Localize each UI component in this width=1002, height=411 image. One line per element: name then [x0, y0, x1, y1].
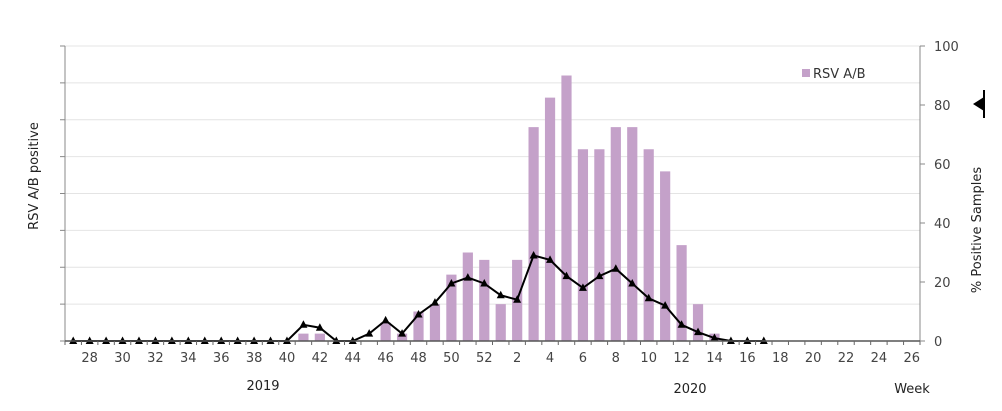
year-label-2020: 2020: [673, 382, 706, 397]
line-point-week-1: [496, 290, 505, 299]
x-tick-label: 6: [579, 351, 587, 366]
y-right-tick-label: 20: [934, 276, 951, 291]
line-point-week-11: [661, 301, 670, 309]
bar-week-10: [643, 149, 654, 341]
x-tick-label: 50: [443, 351, 460, 366]
axes: [60, 45, 925, 345]
y-right-tick-label: 100: [934, 40, 959, 55]
bar-week-50: [446, 274, 457, 341]
line-point-week-46: [381, 315, 390, 324]
y-right-tick-labels: 0 20 40 60 80 100: [934, 40, 959, 350]
line-point-week-2: [513, 295, 522, 303]
y-right-tick-label: 40: [934, 217, 951, 232]
legend-swatch: [802, 69, 810, 77]
x-tick-label: 2: [513, 351, 521, 366]
x-tick-label: 38: [246, 351, 263, 366]
line-point-week-52: [480, 278, 489, 287]
line-point-week-49: [430, 298, 439, 306]
line-point-week-5: [562, 271, 571, 280]
x-tick-label: 14: [706, 351, 723, 366]
x-tick-label: 26: [904, 351, 921, 366]
x-tick-labels: 28 30 32 34 36 38 40 42 44 46 48 50 52 2 4 6 8 10 12 14 16 18…: [81, 351, 920, 366]
bar-week-42: [314, 333, 325, 341]
axis-marker-icon: [973, 90, 985, 118]
x-tick-label: 20: [805, 351, 822, 366]
line-point-week-13: [694, 327, 703, 336]
bar-week-4: [544, 97, 556, 341]
x-tick-label: 40: [279, 351, 296, 366]
bar-week-49: [429, 304, 441, 341]
line-point-week-48: [414, 309, 423, 318]
bar-week-47: [396, 333, 408, 341]
line-point-week-7: [595, 271, 604, 280]
y-right-tick-label: 80: [934, 99, 951, 114]
bar-week-41: [298, 333, 309, 341]
x-tick-label: 32: [147, 351, 164, 366]
line-point-week-47: [398, 329, 407, 337]
x-tick-label: 12: [673, 351, 690, 366]
line-point-week-12: [677, 320, 686, 328]
x-tick-label: 34: [180, 351, 197, 366]
x-tick-label: 46: [377, 351, 394, 366]
bar-week-7: [594, 149, 605, 341]
line-point-week-42: [315, 323, 324, 331]
bar-week-12: [676, 245, 687, 341]
x-tick-label: 30: [114, 351, 131, 366]
x-tick-label: 44: [344, 351, 361, 366]
line-point-week-8: [611, 264, 620, 272]
x-tick-label: 4: [546, 351, 554, 366]
x-tick-label: 52: [476, 351, 493, 366]
line-point-week-50: [447, 278, 456, 287]
x-axis-title: Week: [894, 382, 930, 397]
bar-week-52: [479, 259, 490, 341]
line-point-week-9: [628, 278, 637, 287]
x-tick-label: 16: [739, 351, 756, 366]
bar-series: [298, 75, 720, 341]
bar-week-5: [561, 75, 572, 341]
y-left-axis-title: RSV A/B positive: [27, 122, 42, 230]
year-label-2019: 2019: [246, 379, 279, 394]
line-point-week-3: [529, 250, 538, 259]
gridlines: [65, 45, 920, 305]
line-point-week-41: [299, 320, 308, 328]
bar-week-1: [495, 304, 506, 341]
x-tick-label: 42: [312, 351, 329, 366]
x-tick-label: 28: [81, 351, 98, 366]
x-tick-label: 24: [871, 351, 888, 366]
line-point-week-14: [710, 333, 719, 342]
bar-week-6: [577, 149, 589, 341]
line-point-week-10: [644, 293, 653, 302]
bar-week-13: [692, 304, 704, 341]
x-tick-label: 18: [772, 351, 789, 366]
x-tick-label: 10: [640, 351, 657, 366]
y-right-axis-title: % Positive Samples: [970, 167, 985, 293]
line-point-week-51: [463, 273, 472, 281]
x-tick-label: 22: [838, 351, 855, 366]
bar-week-3: [528, 127, 539, 341]
bar-week-9: [627, 127, 638, 341]
y-right-tick-label: 60: [934, 158, 951, 173]
x-tick-label: 48: [410, 351, 427, 366]
bar-week-48: [413, 311, 424, 341]
bar-week-8: [610, 127, 621, 341]
line-point-week-6: [578, 283, 587, 291]
bar-week-11: [660, 171, 671, 341]
bar-week-46: [380, 322, 391, 341]
x-tick-label: 8: [612, 351, 620, 366]
x-tick-label: 36: [213, 351, 230, 366]
y-right-tick-label: 0: [934, 335, 942, 350]
line-point-week-4: [546, 255, 555, 263]
legend-label: RSV A/B: [813, 67, 866, 82]
legend: RSV A/B: [802, 67, 866, 82]
line-point-week-45: [365, 329, 374, 337]
bar-week-51: [462, 252, 473, 341]
